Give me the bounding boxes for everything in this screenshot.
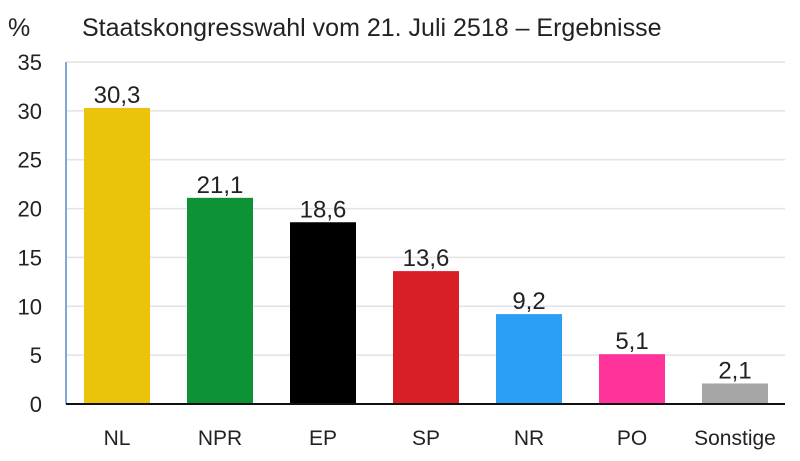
x-tick-label: NR — [514, 427, 544, 450]
x-tick-label: PO — [617, 427, 647, 450]
x-tick-label: SP — [412, 427, 440, 450]
y-axis-label: % — [8, 14, 30, 42]
y-tick-label: 0 — [30, 392, 42, 417]
x-tick-label: NPR — [198, 427, 242, 450]
data-label: 9,2 — [512, 288, 545, 315]
x-tick-label: NL — [104, 427, 131, 450]
data-label: 13,6 — [403, 245, 450, 272]
x-tick-label: Sonstige — [694, 427, 776, 450]
data-label: 18,6 — [300, 196, 347, 223]
data-label: 21,1 — [197, 172, 244, 199]
y-tick-label: 30 — [18, 99, 42, 124]
data-label: 5,1 — [615, 328, 648, 355]
y-tick-label: 25 — [18, 148, 42, 173]
y-tick-label: 10 — [18, 294, 42, 319]
bar-nl — [84, 107, 150, 404]
y-tick-label: 35 — [18, 50, 42, 75]
bar-nr — [496, 314, 562, 404]
bar-npr — [187, 197, 253, 404]
bar-ep — [290, 222, 356, 404]
bar-po — [599, 354, 665, 404]
y-tick-label: 5 — [30, 343, 42, 368]
data-label: 30,3 — [94, 82, 141, 109]
bar-sp — [393, 271, 459, 404]
data-label: 2,1 — [718, 357, 751, 384]
x-tick-label: EP — [309, 427, 337, 450]
y-tick-label: 20 — [18, 197, 42, 222]
bar-sonstige — [702, 383, 768, 404]
y-tick-label: 15 — [18, 245, 42, 270]
chart-title: Staatskongresswahl vom 21. Juli 2518 – E… — [82, 14, 662, 42]
